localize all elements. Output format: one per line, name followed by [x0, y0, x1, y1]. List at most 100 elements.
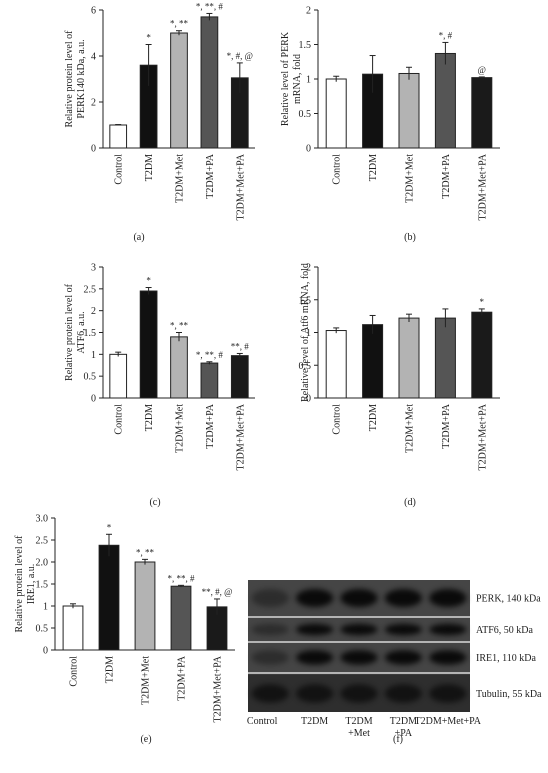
y-tick-label: 2.5	[36, 536, 49, 547]
bar	[471, 311, 493, 399]
blot-lane-label: Control	[247, 716, 278, 727]
x-tick-label: T2DM	[368, 154, 379, 181]
error-bar	[442, 41, 449, 65]
panel-caption: (b)	[404, 232, 416, 243]
y-axis-label: IRE1, a.u.	[26, 564, 37, 605]
y-tick-label: 2.5	[84, 284, 97, 295]
x-tick-label: T2DM+PA	[441, 153, 452, 199]
error-bar	[176, 30, 182, 36]
blot-band	[340, 684, 378, 703]
blot-band	[340, 623, 378, 636]
significance-label: **, #	[231, 341, 250, 351]
error-bar	[176, 332, 182, 342]
bar	[200, 362, 219, 399]
y-tick-label: 1	[306, 328, 311, 339]
bar	[362, 324, 384, 399]
blot-band	[251, 650, 289, 665]
y-axis-label: Relative level of PERK	[280, 31, 291, 126]
error-bar	[214, 598, 220, 615]
x-tick-label: T2DM+Met	[175, 154, 186, 203]
panel-caption: (c)	[149, 497, 160, 508]
error-bar	[369, 55, 376, 93]
y-tick-label: 3	[91, 263, 96, 274]
blot-lane-label: +Met	[348, 728, 370, 739]
bar	[325, 78, 347, 149]
blot-band	[384, 684, 423, 703]
blot-lane-label: +PA	[395, 728, 413, 739]
y-axis-label: Relative protein level of	[64, 30, 75, 128]
bar	[170, 32, 188, 149]
y-axis-label: PERK140 kDa, a.u.	[76, 39, 87, 118]
x-tick-label: T2DM+Met+PA	[235, 153, 246, 220]
blot-band	[384, 623, 423, 636]
blot-band	[251, 623, 289, 636]
error-bar	[333, 327, 340, 334]
error-bar	[142, 558, 148, 565]
y-tick-label: 2	[306, 263, 311, 274]
error-bar	[333, 75, 340, 82]
bar	[325, 330, 347, 399]
blot-lane-label: T2DM+Met+PA	[415, 716, 482, 727]
blot-lane-label: T2DM	[345, 716, 372, 727]
significance-label: *	[146, 276, 151, 286]
y-tick-label: 6	[91, 6, 96, 17]
y-tick-label: 1.5	[299, 40, 312, 51]
x-tick-label: T2DM+Met	[405, 404, 416, 453]
significance-label: *, **	[136, 547, 155, 557]
panel-caption: (e)	[140, 734, 151, 745]
x-tick-label: T2DM	[368, 404, 379, 431]
x-tick-label: T2DM	[144, 154, 155, 181]
y-tick-label: 1.5	[299, 295, 312, 306]
blot-row-label: PERK, 140 kDa	[476, 594, 541, 605]
y-tick-label: 1	[91, 350, 96, 361]
error-bar	[478, 308, 485, 316]
blot-band	[295, 623, 334, 636]
error-bar	[442, 308, 449, 328]
bar	[434, 317, 456, 399]
x-tick-label: T2DM+Met+PA	[477, 403, 488, 470]
x-tick-label: Control	[332, 404, 343, 435]
error-bar	[70, 603, 76, 609]
bar	[170, 336, 188, 399]
x-tick-label: T2DM+Met+PA	[213, 655, 224, 722]
y-tick-label: 1	[43, 602, 48, 613]
y-tick-label: 0	[306, 394, 311, 405]
x-tick-label: T2DM+Met	[405, 154, 416, 203]
bar	[434, 52, 456, 149]
y-tick-label: 3.0	[36, 514, 49, 525]
x-tick-label: T2DM+Met+PA	[477, 153, 488, 220]
x-tick-label: Control	[114, 154, 125, 185]
error-bar	[178, 584, 184, 588]
x-tick-label: T2DM+Met	[141, 656, 152, 705]
panel-caption: (a)	[133, 232, 144, 243]
blot-band	[295, 684, 334, 703]
bar	[398, 72, 420, 149]
error-bar	[145, 44, 152, 86]
blot-band	[429, 589, 467, 607]
x-tick-label: T2DM+PA	[205, 153, 216, 199]
bar	[109, 353, 128, 399]
x-tick-label: Control	[114, 404, 125, 435]
x-tick-label: T2DM+Met	[175, 404, 186, 453]
blot-band	[384, 589, 423, 607]
blot-row-label: IRE1, 110 kDa	[476, 653, 536, 664]
y-tick-label: 1	[306, 75, 311, 86]
error-bar	[406, 313, 412, 323]
y-tick-label: 0	[43, 646, 48, 657]
x-tick-label: Control	[332, 154, 343, 185]
significance-label: *	[146, 33, 151, 43]
x-tick-label: T2DM+PA	[205, 403, 216, 449]
bar	[134, 561, 156, 651]
blot-band	[251, 684, 289, 703]
y-tick-label: 0.5	[299, 361, 312, 372]
y-tick-label: 2	[91, 98, 96, 109]
y-tick-label: 4	[91, 52, 96, 63]
x-tick-label: Control	[69, 656, 80, 687]
x-tick-label: T2DM	[144, 404, 155, 431]
y-tick-label: 0.5	[84, 372, 97, 383]
blot-band	[340, 589, 378, 607]
y-tick-label: 0	[91, 144, 96, 155]
y-tick-label: 2	[306, 6, 311, 17]
blot-row-label: Tubulin, 55 kDa	[476, 689, 542, 700]
blot-band	[429, 623, 467, 636]
